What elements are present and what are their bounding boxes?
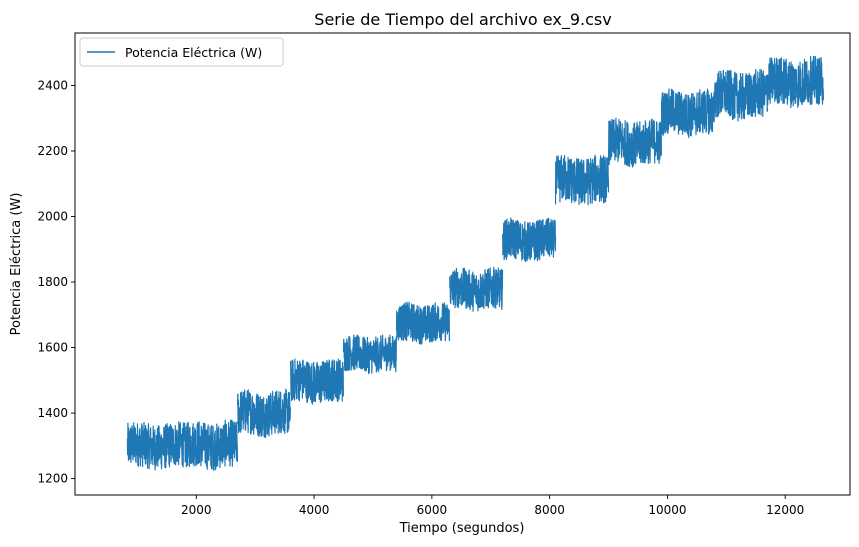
y-tick-label: 1200 bbox=[37, 472, 68, 486]
series-segment bbox=[342, 334, 398, 375]
series-segment bbox=[501, 217, 557, 263]
series-segment bbox=[186, 419, 239, 471]
y-axis: 1200 1400 1600 1800 2000 2200 2400 bbox=[37, 78, 75, 486]
y-tick-label: 2200 bbox=[37, 144, 68, 158]
series-segment bbox=[607, 117, 663, 168]
series-segment bbox=[660, 88, 716, 139]
series-segment bbox=[395, 301, 451, 345]
plot-area-frame bbox=[74, 32, 851, 496]
series-segment bbox=[236, 388, 292, 439]
x-tick-label: 6000 bbox=[417, 503, 448, 517]
legend-box bbox=[79, 37, 284, 67]
x-tick-label: 2000 bbox=[181, 503, 212, 517]
series-potencia-electrica bbox=[126, 55, 824, 471]
y-tick-label: 1600 bbox=[37, 341, 68, 355]
y-axis-label: Potencia Eléctrica (W) bbox=[9, 193, 24, 336]
x-tick-label: 12000 bbox=[766, 503, 804, 517]
series-segment bbox=[713, 68, 769, 122]
y-tick-label: 1400 bbox=[37, 406, 68, 420]
x-tick-label: 4000 bbox=[299, 503, 330, 517]
series-segment bbox=[448, 266, 504, 312]
series-segment bbox=[126, 421, 189, 471]
x-tick-label: 10000 bbox=[648, 503, 686, 517]
x-axis: 2000 4000 6000 8000 10000 12000 bbox=[181, 495, 804, 517]
x-tick-label: 8000 bbox=[534, 503, 565, 517]
x-axis-label: Tiempo (segundos) bbox=[399, 521, 525, 536]
legend-label: Potencia Eléctrica (W) bbox=[125, 45, 262, 60]
series-segment bbox=[289, 358, 345, 405]
y-tick-label: 2000 bbox=[37, 209, 68, 223]
y-tick-label: 1800 bbox=[37, 275, 68, 289]
legend: Potencia Eléctrica (W) bbox=[79, 37, 284, 67]
series-segment bbox=[766, 55, 824, 109]
series-segment bbox=[554, 154, 610, 206]
y-tick-label: 2400 bbox=[37, 78, 68, 92]
chart-title: Serie de Tiempo del archivo ex_9.csv bbox=[314, 10, 611, 30]
